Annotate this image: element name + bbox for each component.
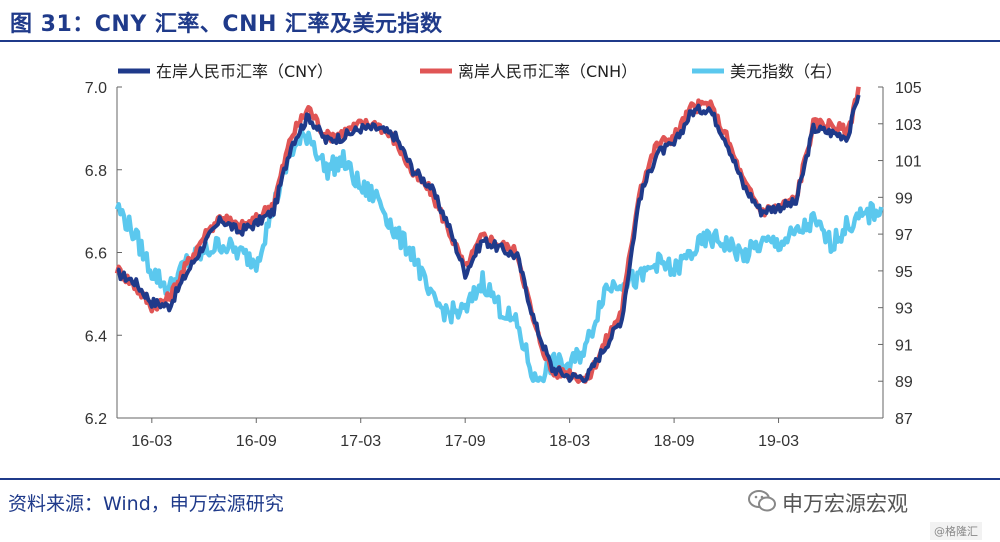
legend-label-cnh: 离岸人民币汇率（CNH） xyxy=(458,62,637,81)
y-left-tick-label: 7.0 xyxy=(85,80,107,97)
brand-name: 申万宏源宏观 xyxy=(782,492,908,516)
x-tick-label: 17-03 xyxy=(340,433,381,450)
y-right-tick-label: 97 xyxy=(895,227,913,244)
legend-label-dxy: 美元指数（右） xyxy=(730,62,842,81)
y-right-tick-label: 105 xyxy=(895,80,922,97)
series-dxy-line xyxy=(114,129,884,384)
y-left-tick-label: 6.8 xyxy=(85,163,107,180)
title-divider xyxy=(0,40,1000,42)
y-right-tick-label: 87 xyxy=(895,411,913,428)
wechat-icon xyxy=(748,490,776,512)
series-group xyxy=(114,86,884,384)
y-right-tick-label: 101 xyxy=(895,154,922,171)
footer-divider xyxy=(0,478,1000,480)
y-left-tick-label: 6.2 xyxy=(85,411,107,428)
chart-area: 在岸人民币汇率（CNY） 离岸人民币汇率（CNH） 美元指数（右） 7.0 6.8… xyxy=(85,62,922,450)
series-cny-line xyxy=(116,94,861,384)
y-left-tick-label: 6.6 xyxy=(85,246,107,263)
x-tick-label: 16-03 xyxy=(131,433,172,450)
series-cnh-line xyxy=(114,86,861,384)
y-left-tick-label: 6.4 xyxy=(85,328,107,345)
y-right-tick-label: 95 xyxy=(895,264,913,281)
y-right-tick-label: 93 xyxy=(895,301,913,318)
watermark: @格隆汇 xyxy=(930,522,982,540)
x-tick-label: 18-09 xyxy=(654,433,695,450)
y-right-tick-label: 99 xyxy=(895,190,913,207)
chart-title: 图 31：CNY 汇率、CNH 汇率及美元指数 xyxy=(10,12,443,37)
y-right-tick-label: 89 xyxy=(895,374,913,391)
x-tick-label: 16-09 xyxy=(236,433,277,450)
legend: 在岸人民币汇率（CNY） 离岸人民币汇率（CNH） 美元指数（右） xyxy=(118,62,842,81)
source-note: 资料来源：Wind，申万宏源研究 xyxy=(8,493,284,515)
y-right-tick-label: 103 xyxy=(895,117,922,134)
axes: 7.0 6.8 6.6 6.4 6.2 105 103 101 99 97 95 93 91 89 87 16… xyxy=(85,80,922,450)
x-tick-label: 19-03 xyxy=(758,433,799,450)
x-tick-label: 18-03 xyxy=(549,433,590,450)
legend-label-cny: 在岸人民币汇率（CNY） xyxy=(156,62,333,81)
x-tick-label: 17-09 xyxy=(445,433,486,450)
y-right-tick-label: 91 xyxy=(895,337,913,354)
